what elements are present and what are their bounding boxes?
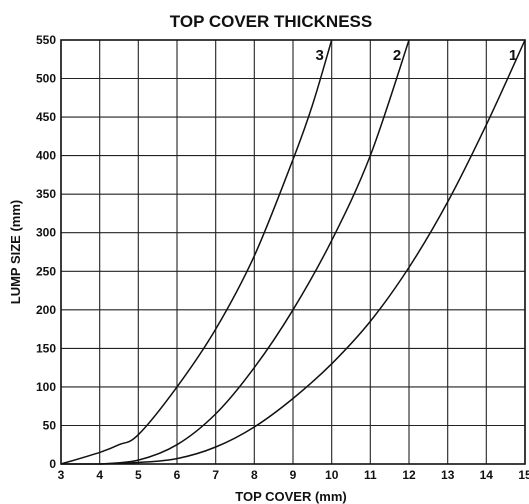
x-tick-label: 12 — [402, 468, 416, 482]
x-tick-label: 4 — [96, 468, 103, 482]
x-axis-label: TOP COVER (mm) — [235, 489, 346, 504]
x-tick-label: 6 — [174, 468, 181, 482]
series-label-2: 2 — [393, 47, 401, 64]
x-tick-label: 5 — [135, 468, 142, 482]
y-tick-label: 50 — [43, 419, 57, 433]
series-label-3: 3 — [316, 47, 324, 64]
x-tick-label: 9 — [290, 468, 297, 482]
y-tick-label: 450 — [36, 110, 56, 124]
x-tick-label: 15 — [518, 468, 529, 482]
y-tick-label: 400 — [36, 149, 56, 163]
y-tick-label: 100 — [36, 380, 56, 394]
x-tick-label: 7 — [212, 468, 219, 482]
grid — [60, 39, 526, 465]
x-tick-label: 13 — [441, 468, 455, 482]
plot-frame — [60, 39, 526, 465]
y-tick-label: 150 — [36, 341, 56, 355]
x-tick-label: 11 — [364, 468, 377, 482]
y-tick-label: 500 — [36, 72, 56, 86]
series-label-1: 1 — [509, 47, 517, 64]
y-tick-label: 200 — [36, 303, 56, 317]
x-tick-label: 10 — [325, 468, 339, 482]
y-axis-label: LUMP SIZE (mm) — [8, 200, 23, 305]
series-line-1 — [99, 39, 526, 465]
chart-title: TOP COVER THICKNESS — [170, 12, 372, 31]
series-line-3 — [60, 39, 333, 465]
y-tick-label: 550 — [36, 33, 56, 47]
series-layer: 1 2 3 — [60, 39, 526, 465]
y-tick-label: 250 — [36, 264, 56, 278]
x-tick-label: 8 — [251, 468, 258, 482]
y-tick-label: 300 — [36, 226, 56, 240]
y-tick-label: 350 — [36, 187, 56, 201]
x-tick-label: 3 — [58, 468, 65, 482]
series-line-2 — [99, 39, 410, 465]
y-tick-label: 0 — [49, 457, 56, 471]
x-tick-label: 14 — [480, 468, 494, 482]
tick-labels: 3 4 5 6 7 8 9 10 11 12 13 14 15050100150200250300350… — [36, 33, 529, 482]
